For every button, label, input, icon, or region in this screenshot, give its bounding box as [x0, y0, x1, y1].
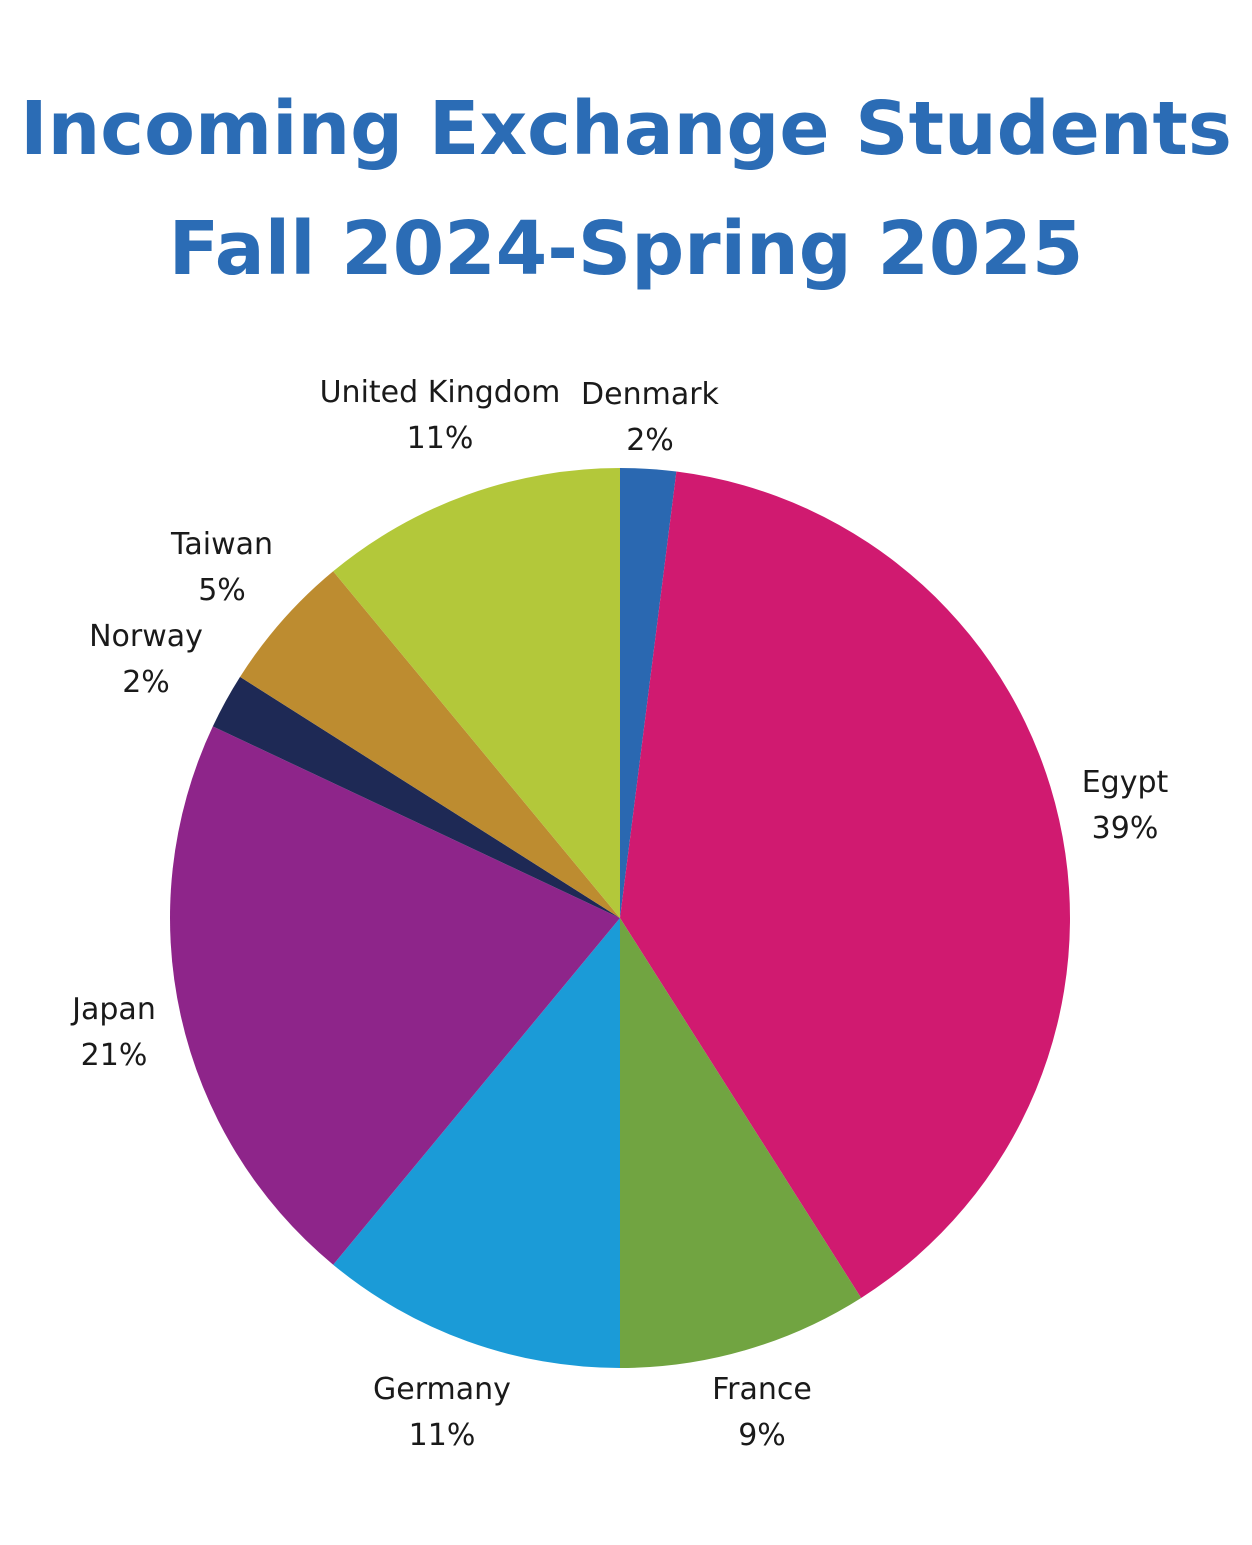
slice-label-france: France — [712, 1372, 812, 1407]
slice-value-japan: 21% — [81, 1038, 148, 1073]
pie-slice-germany — [333, 918, 620, 1368]
slice-value-france: 9% — [738, 1418, 786, 1453]
chart-title-line-1: Incoming Exchange Students — [20, 86, 1232, 172]
slice-label-germany: Germany — [373, 1372, 511, 1407]
slice-value-denmark: 2% — [626, 423, 674, 458]
pie-slice-united-kingdom — [333, 468, 620, 918]
slice-label-taiwan: Taiwan — [170, 527, 273, 562]
pie-slice-norway — [212, 676, 620, 918]
chart-title-line-2: Fall 2024-Spring 2025 — [168, 206, 1084, 292]
pie-slice-denmark — [620, 468, 677, 918]
slice-label-japan: Japan — [70, 992, 156, 1027]
pie-slice-france — [620, 918, 862, 1368]
pie-slice-taiwan — [240, 571, 621, 918]
slice-value-egypt: 39% — [1092, 811, 1159, 846]
slice-label-norway: Norway — [89, 619, 203, 654]
slice-value-united-kingdom: 11% — [407, 421, 474, 456]
slice-label-denmark: Denmark — [581, 377, 720, 412]
pie-slice-japan — [170, 726, 620, 1265]
slice-value-norway: 2% — [122, 665, 170, 700]
slice-value-taiwan: 5% — [198, 573, 246, 608]
slice-label-united-kingdom: United Kingdom — [320, 375, 561, 410]
pie-labels: Denmark 2% Egypt 39% France 9% Germany 11% Japan… — [70, 375, 1168, 1453]
pie-slice-egypt — [620, 471, 1070, 1298]
pie-slices — [170, 468, 1070, 1368]
slice-label-egypt: Egypt — [1082, 765, 1169, 800]
slice-value-germany: 11% — [409, 1418, 476, 1453]
